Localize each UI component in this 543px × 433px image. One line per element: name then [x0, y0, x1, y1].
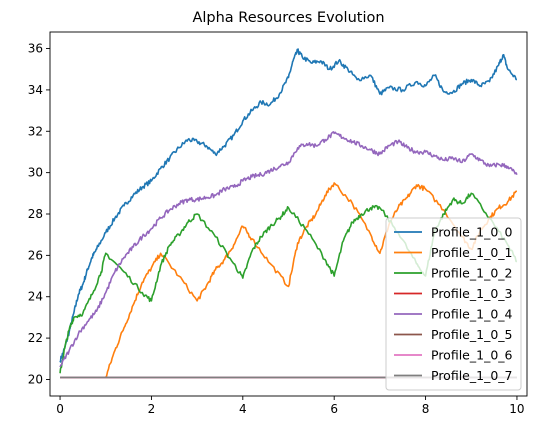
legend-label: Profile_1_0_6	[431, 348, 513, 363]
y-tick-label: 26	[28, 248, 43, 262]
x-tick-label: 4	[239, 402, 247, 416]
legend-label: Profile_1_0_1	[431, 245, 512, 260]
legend-label: Profile_1_0_7	[431, 368, 512, 383]
legend-label: Profile_1_0_4	[431, 307, 513, 322]
series-group	[59, 48, 518, 379]
x-tick-label: 6	[330, 402, 338, 416]
y-tick-label: 30	[28, 166, 43, 180]
x-tick-label: 0	[56, 402, 64, 416]
plot-area	[49, 31, 528, 397]
x-tick-label: 8	[422, 402, 430, 416]
series-line-Profile_1_0_0	[59, 48, 518, 363]
y-tick-label: 22	[28, 331, 43, 345]
x-tick-label: 10	[509, 402, 524, 416]
legend-label: Profile_1_0_2	[431, 266, 512, 281]
legend-box	[385, 217, 522, 391]
y-tick-label: 20	[28, 372, 43, 386]
x-axis: 0 2 4 6 8 10	[56, 396, 525, 416]
legend-label: Profile_1_0_3	[431, 286, 512, 301]
series-line-Profile_1_0_4	[59, 131, 518, 368]
y-tick-label: 36	[28, 42, 43, 56]
y-tick-label: 34	[28, 83, 43, 97]
y-axis: 20 22 24 26 28 30 32 34 36	[28, 42, 50, 386]
y-tick-label: 32	[28, 124, 43, 138]
chart-title: Alpha Resources Evolution	[192, 10, 384, 26]
y-tick-label: 28	[28, 207, 43, 221]
x-tick-label: 2	[148, 402, 156, 416]
legend-label: Profile_1_0_0	[431, 225, 513, 240]
legend-label: Profile_1_0_5	[431, 327, 512, 342]
legend: Profile_1_0_0 Profile_1_0_1 Profile_1_0_2 P…	[385, 217, 522, 391]
y-tick-label: 24	[28, 290, 43, 304]
